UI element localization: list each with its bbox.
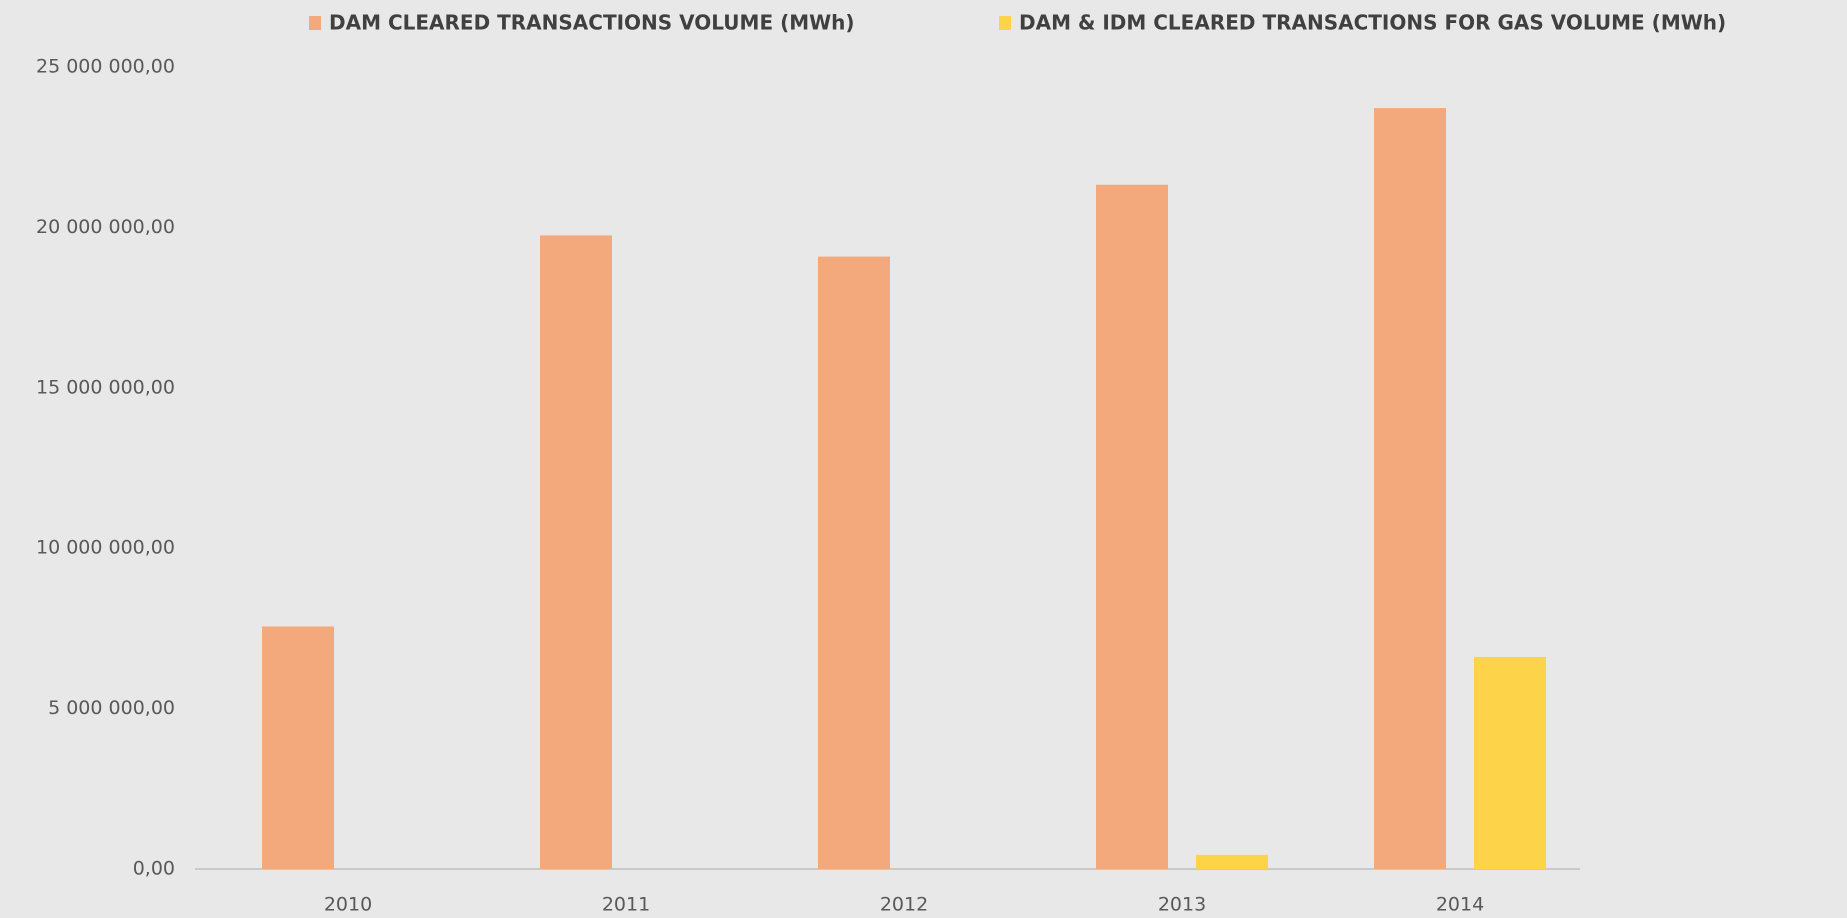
- legend-swatch: [999, 16, 1011, 30]
- bar: [818, 256, 890, 870]
- y-tick-label: 5 000 000,00: [48, 697, 175, 719]
- y-tick-label: 20 000 000,00: [36, 216, 175, 238]
- x-tick-label: 2013: [1158, 894, 1206, 916]
- legend-label: DAM CLEARED TRANSACTIONS VOLUME (MWh): [329, 11, 855, 35]
- bar: [540, 235, 612, 870]
- x-tick-label: 2011: [602, 894, 650, 916]
- x-tick-label: 2014: [1436, 894, 1484, 916]
- bar: [1474, 656, 1546, 869]
- y-tick-label: 0,00: [133, 858, 175, 880]
- legend-label: DAM & IDM CLEARED TRANSACTIONS FOR GAS V…: [1019, 11, 1726, 35]
- x-tick-label: 2012: [880, 894, 928, 916]
- bar: [1096, 184, 1168, 870]
- y-tick-label: 25 000 000,00: [36, 56, 175, 78]
- y-tick-label: 15 000 000,00: [36, 376, 175, 398]
- legend-swatch: [309, 16, 321, 30]
- bar: [1374, 108, 1446, 870]
- bar: [1196, 854, 1268, 869]
- bar: [262, 626, 334, 869]
- x-tick-label: 2010: [324, 894, 372, 916]
- y-tick-label: 10 000 000,00: [36, 537, 175, 559]
